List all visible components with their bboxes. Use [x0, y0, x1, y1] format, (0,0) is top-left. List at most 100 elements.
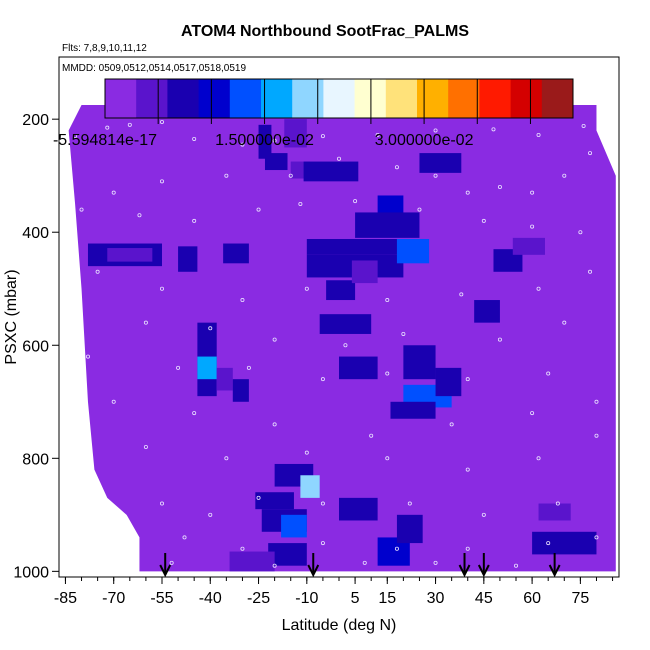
sample-point	[394, 546, 399, 551]
heatmap-cell	[474, 300, 500, 323]
chart-title: ATOM4 Northbound SootFrac_PALMS	[181, 23, 469, 40]
sample-point	[433, 560, 438, 565]
y-axis: 200 400 600 800 1000	[13, 112, 59, 581]
colorbar-swatch	[229, 79, 262, 118]
sample-point	[272, 563, 277, 568]
sample-point	[143, 444, 148, 449]
arrow-head	[159, 564, 172, 578]
colorbar-label: -5.594814e-17	[53, 132, 157, 149]
colorbar-swatch	[541, 79, 574, 118]
sample-point	[272, 337, 277, 342]
flight-arrow	[548, 553, 561, 578]
sample-point	[362, 560, 367, 565]
heatmap-cell	[107, 248, 153, 262]
sample-point	[497, 184, 502, 189]
heatmap-cell	[377, 195, 404, 216]
heatmap-cell	[396, 239, 430, 264]
colorbar-swatch	[105, 79, 137, 118]
heatmap-cell	[390, 401, 436, 419]
sample-point	[465, 467, 470, 472]
y-tick-label: 200	[22, 112, 49, 129]
x-tick-label: 30	[427, 590, 445, 607]
sample-point	[159, 120, 164, 125]
sample-point	[208, 512, 213, 517]
heatmap-cell	[178, 246, 198, 272]
x-tick-label: 75	[571, 590, 589, 607]
sample-point	[465, 546, 470, 551]
heatmap-cell	[258, 124, 272, 159]
x-axis-label: Latitude (deg N)	[282, 617, 397, 634]
sample-point	[385, 371, 390, 376]
sample-point	[407, 501, 412, 506]
sample-point	[208, 326, 213, 331]
sample-point	[224, 456, 229, 461]
sample-point	[246, 365, 251, 370]
arrow-head	[548, 564, 561, 578]
x-axis: -85 -70 -55 -40 -25 -10 5 15 30 45 60 75	[54, 577, 614, 607]
heatmap-cell	[255, 492, 294, 510]
sample-point	[176, 365, 181, 370]
heatmap-cell	[355, 212, 420, 238]
sample-point	[369, 433, 374, 438]
arrow-head	[458, 564, 471, 578]
sample-point	[459, 292, 464, 297]
sample-point	[562, 320, 567, 325]
y-tick-label: 800	[22, 451, 49, 468]
sample-point	[562, 173, 567, 178]
y-axis-label: PSXC (mbar)	[3, 269, 20, 364]
colorbar-swatch	[479, 79, 512, 118]
y-tick-label: 1000	[13, 564, 49, 581]
colorbar-swatch	[385, 79, 418, 118]
sample-point	[394, 165, 399, 170]
sample-point	[449, 422, 454, 427]
sample-point	[192, 136, 197, 141]
colorbar-label: 1.500000e-02	[215, 132, 314, 149]
heatmap-cell	[339, 497, 378, 521]
sample-point	[536, 456, 541, 461]
x-tick-label: 45	[475, 590, 493, 607]
sample-point	[588, 269, 593, 274]
sample-point	[95, 269, 100, 274]
sample-point	[272, 138, 277, 143]
heatmap-cell	[281, 514, 307, 538]
sample-point	[514, 563, 519, 568]
sample-point	[530, 190, 535, 195]
sample-point	[304, 450, 309, 455]
arrow-head	[477, 564, 490, 578]
sample-point	[546, 371, 551, 376]
sample-point	[497, 337, 502, 342]
plot-frame	[58, 56, 620, 578]
sample-point	[336, 156, 341, 161]
x-tick-label: -10	[295, 590, 318, 607]
sample-point	[73, 134, 78, 139]
heatmap-cell	[197, 356, 217, 380]
sample-point	[530, 411, 535, 416]
sample-point	[137, 213, 142, 218]
sample-point	[169, 560, 174, 565]
colorbar-swatch	[292, 79, 324, 118]
heatmap-cell	[268, 543, 307, 566]
colorbar-label: 3.000000e-02	[375, 132, 474, 149]
sample-point	[530, 224, 535, 229]
sample-point	[256, 495, 261, 500]
flight-arrows	[159, 553, 561, 578]
sample-point	[105, 125, 110, 130]
colorbar-frame	[104, 78, 574, 119]
heatmap-cell	[351, 260, 378, 284]
sample-point	[594, 535, 599, 540]
sample-point	[159, 179, 164, 184]
heatmap-field	[68, 105, 616, 572]
colorbar-swatch	[167, 79, 200, 118]
flights-subtitle: Flts: 7,8,9,10,11,12	[62, 43, 147, 54]
heatmap-cell	[300, 475, 320, 498]
heatmap-cell	[403, 345, 436, 380]
dates-subtitle: MMDD: 0509,0512,0514,0517,0518,0519	[62, 63, 246, 74]
sample-point	[224, 173, 229, 178]
x-tick-label: -70	[102, 590, 125, 607]
heatmap-cell	[319, 314, 372, 334]
sample-point	[555, 501, 560, 506]
x-tick-label: -40	[199, 590, 222, 607]
sample-point	[320, 541, 325, 546]
x-tick-label: -85	[54, 590, 77, 607]
